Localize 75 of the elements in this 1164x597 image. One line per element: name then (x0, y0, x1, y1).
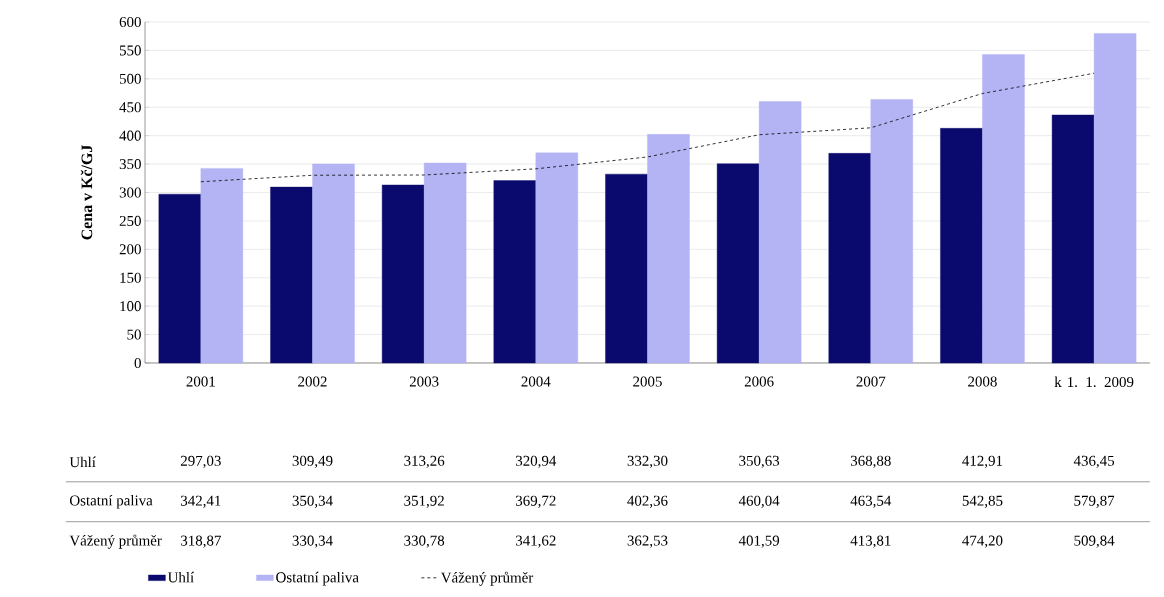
bar (828, 153, 871, 364)
y-tick-label: 350 (119, 159, 141, 170)
data-label: 474,20 (962, 535, 1003, 548)
bar (940, 128, 983, 364)
bar (605, 173, 648, 364)
data-label: 436,45 (1073, 455, 1115, 468)
y-tick-label: 500 (119, 73, 141, 84)
bar (758, 101, 802, 364)
x-tick-label: 2005 (633, 376, 662, 387)
data-label: 330,34 (292, 535, 333, 548)
x-tick-label: 2003 (409, 376, 439, 387)
data-label: 297,03 (180, 455, 221, 468)
line-series (200, 72, 1095, 183)
data-label: 332,30 (627, 455, 668, 468)
x-tick-label: 2008 (968, 376, 997, 387)
x-tick-label: 2002 (298, 376, 327, 387)
legend-label: Ostatní paliva (276, 571, 359, 586)
data-label: 362,53 (627, 535, 668, 548)
y-tick-label: 50 (127, 329, 141, 340)
bar (647, 134, 690, 364)
x-tick-label: k 1. 1. 2009 (1054, 376, 1134, 388)
bar (381, 184, 425, 364)
bar (270, 186, 313, 364)
data-label: 412,91 (962, 455, 1003, 468)
data-label: 351,92 (404, 495, 444, 508)
legend-label: Vážený průměr (440, 571, 534, 586)
data-label: 309,49 (292, 455, 333, 468)
y-tick-label: 0 (134, 357, 141, 369)
x-tick-label: 2006 (744, 376, 774, 387)
data-label: 401,59 (738, 535, 780, 548)
bar (312, 163, 355, 364)
bar (716, 163, 760, 364)
bar (982, 54, 1025, 364)
y-tick-label: 200 (119, 244, 141, 255)
y-tick-label: 450 (119, 102, 141, 113)
legend-label: Uhlí (167, 571, 195, 583)
data-label: 350,63 (739, 455, 780, 468)
data-label: 342,41 (181, 495, 221, 508)
bar (200, 168, 244, 364)
text: Ostatní paliva (69, 494, 153, 509)
data-label: 460,04 (738, 495, 780, 508)
bar (535, 152, 579, 364)
data-label: 509,84 (1074, 535, 1115, 548)
bar (870, 99, 913, 364)
y-tick-label: 150 (120, 272, 141, 283)
data-label: 402,36 (627, 495, 668, 508)
data-label: 463,54 (850, 495, 892, 508)
y-tick-label: 250 (119, 215, 141, 226)
data-label: 579,87 (1074, 495, 1115, 508)
text: Uhlí (69, 456, 96, 468)
bar (423, 162, 467, 364)
bar (158, 193, 202, 364)
x-tick-label: 2007 (856, 376, 886, 387)
data-label: 350,34 (292, 495, 333, 508)
data-label: 369,72 (515, 495, 556, 508)
text: Vážený průměr (69, 534, 162, 549)
bar (1051, 114, 1095, 364)
y-axis-title: Cena v Kč/GJ (80, 145, 93, 240)
data-label: 542,85 (962, 495, 1003, 508)
bar (493, 180, 537, 364)
bar (1093, 33, 1137, 364)
data-label: 368,88 (850, 455, 891, 468)
y-tick-label: 300 (119, 187, 141, 198)
y-tick-label: 550 (119, 45, 141, 56)
data-label: 313,26 (404, 455, 445, 468)
data-label: 320,94 (515, 455, 557, 468)
data-label: 330,78 (404, 535, 445, 548)
data-label: 413,81 (850, 535, 891, 548)
data-label: 318,87 (181, 535, 221, 548)
x-tick-label: 2004 (521, 376, 551, 387)
data-label: 341,62 (515, 535, 556, 548)
y-tick-label: 400 (119, 130, 141, 141)
x-tick-label: 2001 (186, 376, 215, 387)
y-tick-label: 100 (120, 301, 141, 312)
y-tick-label: 600 (119, 16, 141, 28)
